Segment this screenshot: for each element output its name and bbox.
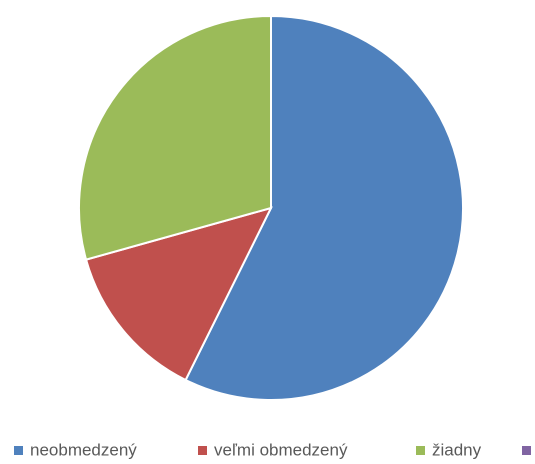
legend-label: veľmi obmedzený (214, 440, 348, 459)
legend-swatch (416, 446, 425, 455)
legend-swatch (14, 446, 23, 455)
legend-swatch (198, 446, 207, 455)
legend-swatch (522, 446, 531, 455)
pie-slice (78, 14, 272, 261)
legend-label: žiadny (432, 440, 482, 459)
pie-slice (184, 14, 464, 401)
pie-slice (84, 206, 273, 382)
legend-label: neobmedzený (30, 440, 137, 459)
